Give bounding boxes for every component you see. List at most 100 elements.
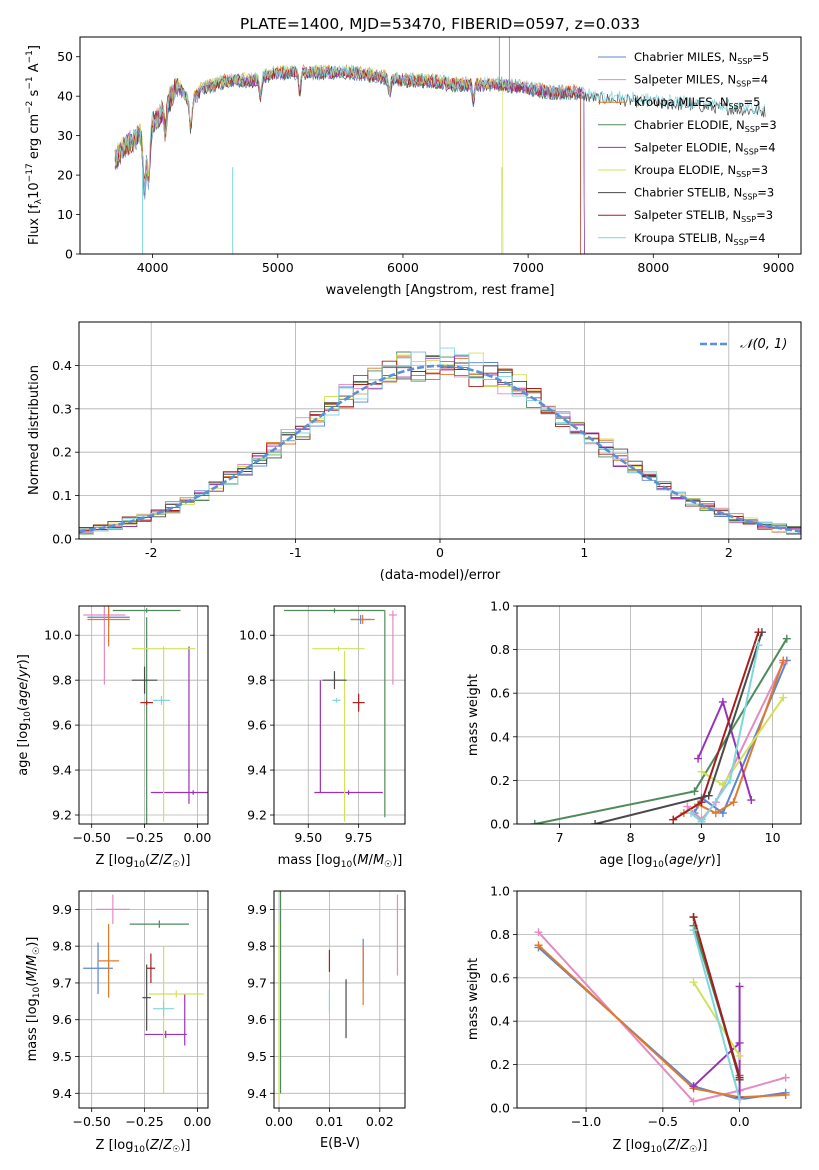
z-weight-series-line [537, 944, 786, 1099]
ebv-mass-ytick-label: 9.4 [247, 1086, 267, 1101]
residuals-ytick-label: 0.4 [52, 358, 72, 373]
age-weight-marker [697, 798, 706, 807]
z-weight-xtick-label: −0.5 [648, 1114, 678, 1129]
ebv-mass-frame [273, 890, 406, 1109]
age-weight-marker [711, 809, 720, 818]
spectrum-series-line [114, 66, 581, 254]
spectrum-ytick-label: 40 [57, 89, 73, 104]
z-age-ytick-label: 10.0 [44, 628, 72, 643]
spectrum-frame [79, 36, 802, 255]
z-weight-marker [735, 1051, 744, 1060]
ebv-mass-xlabel: E(B-V) [320, 1136, 360, 1151]
residuals-xlabel: (data-model)/error [380, 568, 501, 583]
age-weight-ytick-label: 0.8 [490, 642, 510, 657]
age-weight-marker [754, 641, 763, 650]
age-weight-xtick-label: 10 [765, 830, 781, 845]
spectrum-ytick-label: 50 [57, 49, 73, 64]
z-age-panel: −0.50 −0.25 0.00 9.2 9.4 9.6 9.8 10.0 Z [log10(… [16, 605, 211, 870]
age-weight-ytick-label: 1.0 [490, 599, 510, 614]
ebv-mass-plot [278, 891, 399, 1101]
z-mass-ytick-label: 9.7 [52, 975, 72, 990]
residuals-legend: 𝒩(0, 1) [700, 337, 787, 352]
residuals-xtick-label: -1 [289, 545, 301, 560]
z-weight-series-line [692, 981, 741, 1057]
spectrum-legend-label: Salpeter MILES, NSSP=4 [634, 73, 768, 89]
spectrum-legend-label: Kroupa STELIB, NSSP=4 [634, 231, 765, 247]
ebv-mass-xtick-label: 0.01 [316, 1114, 344, 1129]
spectrum-ytick-label: 0 [65, 247, 73, 262]
spectrum-legend-label: Kroupa MILES, NSSP=5 [634, 95, 760, 111]
spectrum-legend: Chabrier MILES, NSSP=5 Salpeter MILES, NS… [598, 50, 777, 247]
z-weight-marker [735, 1095, 744, 1104]
age-weight-marker [530, 820, 539, 824]
z-weight-frame [516, 890, 802, 1109]
z-weight-marker [534, 928, 543, 937]
normal-legend-label: 𝒩(0, 1) [740, 337, 787, 352]
age-weight-marker [718, 780, 727, 789]
z-age-ytick-label: 9.2 [52, 808, 72, 823]
mass-age-xtick-label: 9.50 [294, 830, 322, 845]
z-weight-marker [689, 926, 698, 935]
residuals-xtick-label: 0 [436, 545, 444, 560]
age-weight-xtick-label: 9 [698, 830, 706, 845]
age-weight-plot [530, 628, 791, 824]
age-weight-marker [729, 798, 738, 807]
ebv-mass-ytick-label: 9.5 [247, 1049, 267, 1064]
spectrum-legend-label: Salpeter STELIB, NSSP=3 [634, 208, 773, 224]
z-weight-series-line [692, 929, 741, 1100]
spectrum-ytick-label: 10 [57, 207, 73, 222]
z-age-ticks: −0.50 −0.25 0.00 9.2 9.4 9.6 9.8 10.0 [44, 628, 211, 845]
age-weight-marker [694, 754, 703, 763]
residuals-histogram-8 [79, 347, 801, 538]
z-weight-marker [689, 978, 698, 987]
age-weight-series-line [690, 644, 760, 824]
age-weight-ytick-label: 0.4 [490, 729, 510, 744]
age-weight-xtick-label: 8 [627, 830, 635, 845]
z-weight-marker [781, 1073, 790, 1082]
age-weight-marker [669, 815, 678, 824]
z-mass-xtick-label: 0.00 [184, 1114, 212, 1129]
spectrum-xtick-label: 5000 [262, 260, 294, 275]
age-weight-marker [747, 796, 756, 805]
z-age-ytick-label: 9.4 [52, 763, 72, 778]
z-age-ytick-label: 9.8 [52, 673, 72, 688]
z-weight-ticks: −1.0 −0.5 0.0 0.0 0.2 0.4 0.6 0.8 1.0 [490, 884, 749, 1130]
z-age-xtick-label: −0.25 [125, 830, 163, 845]
z-weight-marker [689, 1082, 698, 1091]
residuals-xtick-label: 1 [580, 545, 588, 560]
z-mass-ytick-label: 9.9 [52, 902, 72, 917]
spectrum-legend-label: Chabrier ELODIE, NSSP=3 [634, 118, 777, 134]
z-weight-ytick-label: 0.0 [490, 1101, 510, 1116]
z-weight-ytick-label: 0.6 [490, 970, 510, 985]
z-weight-ylabel: mass weight [466, 958, 481, 1040]
z-weight-ytick-label: 0.2 [490, 1057, 510, 1072]
age-weight-marker [754, 628, 763, 637]
mass-age-xtick-label: 9.75 [345, 830, 373, 845]
z-mass-grid [79, 891, 208, 1108]
spectrum-series-line [114, 64, 766, 194]
mass-age-ticks: 9.50 9.75 9.2 9.4 9.6 9.8 10.0 [239, 628, 372, 845]
spectrum-ylabel: Flux [fλ10−17 erg cm−2 s−1 A−1] [25, 45, 44, 245]
ebv-mass-panel: 0.00 0.01 0.02 9.4 9.5 9.6 9.7 9.8 9.9 E(B-V) [247, 890, 406, 1151]
z-weight-marker [735, 1038, 744, 1047]
z-age-plot [83, 606, 208, 824]
z-mass-xlabel: Z [log10(Z/Z☉)] [96, 1138, 191, 1155]
spectrum-ytick-label: 30 [57, 128, 73, 143]
spectrum-xtick-label: 4000 [137, 260, 169, 275]
age-weight-marker [686, 809, 695, 818]
age-weight-marker [697, 767, 706, 776]
z-age-xlabel: Z [log10(Z/Z☉)] [96, 853, 191, 870]
age-weight-xlabel: age [log10(age/yr)] [599, 853, 721, 870]
ebv-mass-ytick-label: 9.6 [247, 1012, 267, 1027]
z-age-frame [78, 605, 209, 825]
age-weight-marker [704, 791, 713, 800]
age-weight-marker [779, 656, 788, 665]
mass-age-xlabel: mass [log10(M/M☉)] [278, 853, 403, 870]
z-mass-ytick-label: 9.4 [52, 1086, 72, 1101]
age-weight-ylabel: mass weight [466, 674, 481, 756]
z-weight-marker [735, 982, 744, 991]
z-age-xtick-label: 0.00 [184, 830, 212, 845]
ebv-mass-ytick-label: 9.8 [247, 939, 267, 954]
spectrum-panel: 4000 5000 6000 7000 8000 9000 0 10 20 30 40 50 wave… [25, 36, 802, 298]
residuals-ytick-label: 0.2 [52, 445, 72, 460]
